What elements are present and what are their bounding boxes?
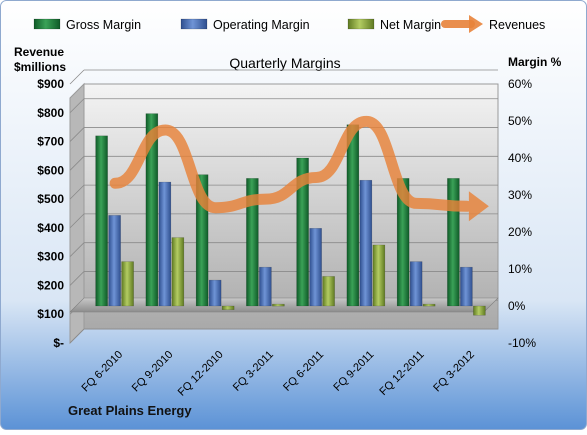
y-left-tick-label: $100 — [37, 307, 64, 321]
y-left-tick-label: $900 — [37, 77, 64, 91]
bar-gross-margin — [447, 178, 459, 306]
bar-net-margin — [272, 304, 284, 306]
bar-operating-margin — [109, 215, 121, 306]
y-right-tick-label: 40% — [508, 151, 532, 165]
y-right-tick-label: 30% — [508, 188, 532, 202]
y-right-tick-label: 10% — [508, 262, 532, 276]
bar-gross-margin — [96, 136, 108, 306]
bar-operating-margin — [159, 182, 171, 306]
bar-operating-margin — [460, 267, 472, 306]
legend-swatch-net-margin — [348, 19, 374, 29]
source-label: Great Plains Energy — [68, 403, 192, 418]
chart-title: Quarterly Margins — [229, 55, 340, 71]
y-left-tick-label: $500 — [37, 192, 64, 206]
bar-operating-margin — [360, 180, 372, 306]
legend-label-gross-margin: Gross Margin — [66, 18, 141, 32]
legend-swatch-operating-margin — [181, 19, 207, 29]
bar-gross-margin — [347, 125, 359, 306]
bar-net-margin — [172, 238, 184, 306]
y-left-tick-label: $- — [53, 336, 64, 350]
bar-net-margin — [222, 306, 234, 310]
bar-net-margin — [323, 276, 335, 306]
bar-operating-margin — [209, 280, 221, 306]
y-left-tick-label: $600 — [37, 163, 64, 177]
y-right-tick-label: 0% — [508, 299, 526, 313]
legend-label-operating-margin: Operating Margin — [213, 18, 310, 32]
bar-operating-margin — [259, 267, 271, 306]
y-left-tick-label: $200 — [37, 278, 64, 292]
bar-operating-margin — [310, 228, 322, 306]
bar-net-margin — [373, 245, 385, 306]
y-right-axis-label: Margin % — [508, 55, 562, 69]
legend-label-net-margin: Net Margin — [380, 18, 441, 32]
y-right-tick-label: -10% — [508, 336, 536, 350]
y-left-tick-label: $400 — [37, 221, 64, 235]
bar-net-margin — [473, 306, 485, 315]
y-right-tick-label: 20% — [508, 225, 532, 239]
y-right-tick-label: 50% — [508, 114, 532, 128]
y-left-axis-label-line2: $millions — [14, 60, 66, 74]
bar-operating-margin — [410, 262, 422, 306]
y-left-axis-label-line1: Revenue — [14, 45, 64, 59]
y-left-tick-label: $800 — [37, 106, 64, 120]
bar-net-margin — [122, 262, 134, 306]
y-left-tick-label: $700 — [37, 135, 64, 149]
legend-swatch-gross-margin — [34, 19, 60, 29]
y-right-tick-label: 60% — [508, 77, 532, 91]
bar-net-margin — [423, 304, 435, 306]
legend-label-revenues: Revenues — [489, 18, 545, 32]
y-left-tick-label: $300 — [37, 250, 64, 264]
